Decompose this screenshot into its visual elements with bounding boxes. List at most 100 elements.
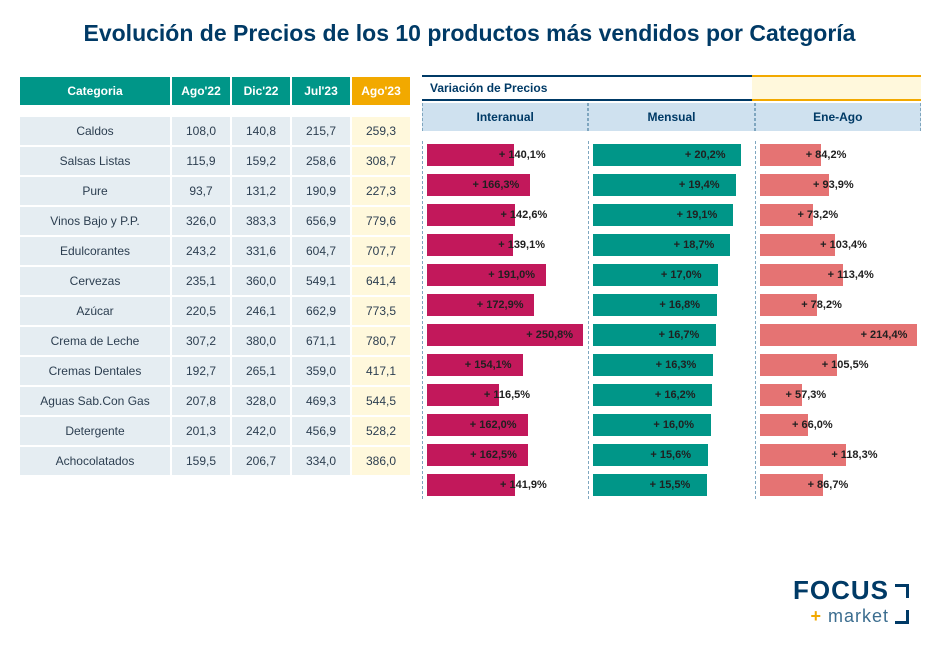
category-cell: Salsas Listas [20, 147, 170, 175]
table-row: Aguas Sab.Con Gas207,8328,0469,3544,5 [20, 387, 410, 415]
table-row: Detergente201,3242,0456,9528,2 [20, 417, 410, 445]
category-cell: Caldos [20, 117, 170, 145]
value-cell: 265,1 [232, 357, 290, 385]
bar-label: + 103,4% [820, 239, 867, 251]
value-cell: 662,9 [292, 297, 350, 325]
value-cell: 326,0 [172, 207, 230, 235]
variation-row: + 162,5%+ 15,6%+ 118,3% [422, 441, 921, 469]
value-cell: 779,6 [352, 207, 410, 235]
variation-bars: + 140,1%+ 20,2%+ 84,2%+ 166,3%+ 19,4%+ 9… [422, 141, 921, 499]
variation-row: + 250,8% + 16,7% + 214,4% [422, 321, 921, 349]
logo-line1: FOCUS [793, 575, 889, 606]
table-row: Pure93,7131,2190,9227,3 [20, 177, 410, 205]
header-col-1: Dic'22 [232, 77, 290, 105]
table-row: Crema de Leche307,2380,0671,1780,7 [20, 327, 410, 355]
value-cell: 159,5 [172, 447, 230, 475]
table-header-row: Categoria Ago'22 Dic'22 Jul'23 Ago'23 [20, 77, 410, 105]
value-cell: 360,0 [232, 267, 290, 295]
bar-label: + 16,0% [653, 419, 694, 431]
bar-label: + 116,5% [484, 389, 530, 401]
value-cell: 206,7 [232, 447, 290, 475]
bar-col-eneago: + 118,3% [755, 441, 921, 469]
bar-col-eneago: + 57,3% [755, 381, 921, 409]
footer-logo: FOCUS + market [793, 575, 909, 627]
value-cell: 334,0 [292, 447, 350, 475]
value-cell: 227,3 [352, 177, 410, 205]
bar-col-interanual: + 154,1% [422, 351, 588, 379]
value-cell: 549,1 [292, 267, 350, 295]
bar-col-eneago: + 73,2% [755, 201, 921, 229]
bar-label: + 139,1% [498, 239, 545, 251]
value-cell: 707,7 [352, 237, 410, 265]
bar-col-eneago: + 66,0% [755, 411, 921, 439]
table-row: Achocolatados159,5206,7334,0386,0 [20, 447, 410, 475]
bar-col-mensual: + 19,4% [588, 171, 754, 199]
variation-header: Variación de Precios Interanual Mensual … [422, 75, 921, 131]
header-col-3: Ago'23 [352, 77, 410, 105]
value-cell: 307,2 [172, 327, 230, 355]
value-cell: 383,3 [232, 207, 290, 235]
subhead-mensual: Mensual [588, 103, 754, 131]
variation-row: + 191,0% + 17,0% + 113,4% [422, 261, 921, 289]
bar-label: + 78,2% [801, 299, 842, 311]
variation-wrap: Variación de Precios Interanual Mensual … [422, 75, 921, 501]
variation-row: + 116,5%+ 16,2%+ 57,3% [422, 381, 921, 409]
logo-line2: market [828, 606, 889, 627]
bar-label: + 172,9% [477, 299, 524, 311]
bar-col-eneago: + 105,5% [755, 351, 921, 379]
variation-row: + 140,1%+ 20,2%+ 84,2% [422, 141, 921, 169]
value-cell: 192,7 [172, 357, 230, 385]
variation-title: Variación de Precios [422, 75, 752, 101]
bar-col-interanual: + 162,5% [422, 441, 588, 469]
variation-row: + 162,0% + 16,0% + 66,0% [422, 411, 921, 439]
page-title: Evolución de Precios de los 10 productos… [18, 20, 921, 47]
bar-label: + 17,0% [661, 269, 702, 281]
table-row: Vinos Bajo y P.P.326,0383,3656,9779,6 [20, 207, 410, 235]
bar-col-interanual: + 139,1% [422, 231, 588, 259]
value-cell: 243,2 [172, 237, 230, 265]
value-cell: 328,0 [232, 387, 290, 415]
table-row: Azúcar220,5246,1662,9773,5 [20, 297, 410, 325]
bar-col-eneago: + 86,7% [755, 471, 921, 499]
value-cell: 246,1 [232, 297, 290, 325]
bar-col-eneago: + 84,2% [755, 141, 921, 169]
bar-col-mensual: + 16,0% [588, 411, 754, 439]
bar-label: + 66,0% [792, 419, 833, 431]
variation-row: + 139,1% + 18,7% + 103,4% [422, 231, 921, 259]
value-cell: 115,9 [172, 147, 230, 175]
value-cell: 780,7 [352, 327, 410, 355]
bar-col-interanual: + 162,0% [422, 411, 588, 439]
bar-col-mensual: + 16,7% [588, 321, 754, 349]
value-cell: 773,5 [352, 297, 410, 325]
bar-label: + 250,8% [526, 329, 573, 341]
value-cell: 215,7 [292, 117, 350, 145]
category-cell: Vinos Bajo y P.P. [20, 207, 170, 235]
bar-label: + 162,5% [470, 449, 517, 461]
bar-label: + 16,8% [659, 299, 700, 311]
bar-col-mensual: + 18,7% [588, 231, 754, 259]
bar-col-interanual: + 140,1% [422, 141, 588, 169]
bar-col-interanual: + 116,5% [422, 381, 588, 409]
bar-label: + 57,3% [785, 389, 826, 401]
value-cell: 386,0 [352, 447, 410, 475]
bar-col-eneago: + 93,9% [755, 171, 921, 199]
bar-col-interanual: + 141,9% [422, 471, 588, 499]
bar-col-interanual: + 191,0% [422, 261, 588, 289]
value-cell: 235,1 [172, 267, 230, 295]
value-cell: 331,6 [232, 237, 290, 265]
value-cell: 220,5 [172, 297, 230, 325]
bar-label: + 16,7% [659, 329, 700, 341]
bar-col-eneago: + 78,2% [755, 291, 921, 319]
variation-row: + 172,9% + 16,8% + 78,2% [422, 291, 921, 319]
bar-label: + 113,4% [828, 269, 874, 281]
value-cell: 656,9 [292, 207, 350, 235]
subhead-interanual: Interanual [422, 103, 588, 131]
bar-label: + 73,2% [797, 209, 838, 221]
bar-label: + 84,2% [806, 149, 847, 161]
bar-label: + 214,4% [861, 329, 908, 341]
bar-col-mensual: + 16,3% [588, 351, 754, 379]
bar-label: + 93,9% [813, 179, 854, 191]
value-cell: 242,0 [232, 417, 290, 445]
bar-label: + 142,6% [500, 209, 547, 221]
table-row: Cremas Dentales192,7265,1359,0417,1 [20, 357, 410, 385]
